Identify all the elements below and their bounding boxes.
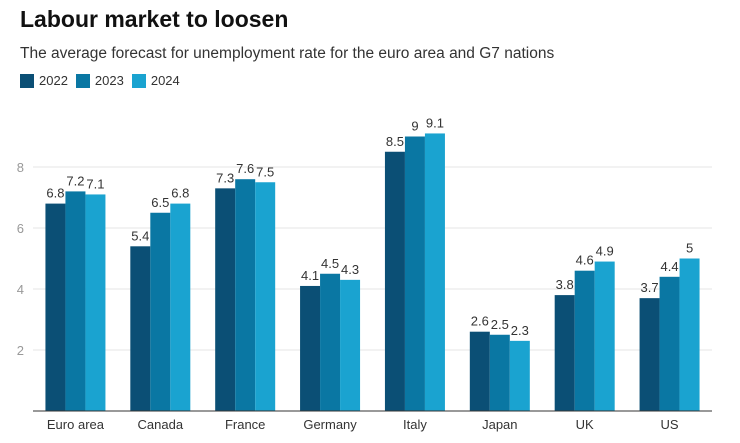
legend-swatch [75,73,90,88]
bar-2023 [150,212,171,411]
data-label: 9.1 [426,115,444,130]
data-label: 7.5 [256,164,274,179]
data-label: 7.6 [236,161,254,176]
chart-title: Labour market to loosen [20,6,289,32]
x-tick-label: Japan [482,417,517,432]
legend-item-2024: 2024 [131,73,180,88]
data-label: 4.1 [301,268,319,283]
data-label: 5 [686,241,693,256]
bar-2022 [469,331,490,411]
legend-label: 2022 [39,73,68,88]
x-tick-label: Canada [138,417,184,432]
data-label: 4.5 [321,256,339,271]
data-label: 6.5 [151,195,169,210]
legend-label: 2023 [94,73,124,88]
bar-2022 [45,203,66,411]
data-label: 4.6 [576,253,594,268]
data-label: 4.9 [596,244,614,259]
data-label: 4.4 [661,259,679,274]
y-tick-label: 2 [17,343,24,358]
bar-2022 [300,285,321,411]
legend: 2022 2023 2024 [20,73,180,88]
x-tick-label: Italy [403,417,427,432]
chart-subtitle: The average forecast for unemployment ra… [20,45,555,62]
data-label: 2.3 [511,323,529,338]
bar-2023 [235,179,256,411]
data-label: 8.5 [386,134,404,149]
bar-2023 [574,270,595,411]
x-tick-label: Euro area [47,417,105,432]
legend-item-2022: 2022 [20,73,68,88]
bar-2023 [65,191,86,411]
y-tick-label: 8 [17,160,24,175]
bar-2023 [489,334,510,411]
data-label: 7.2 [66,173,84,188]
legend-item-2023: 2023 [75,73,124,88]
bar-2024 [85,194,106,411]
bar-2024 [679,258,700,411]
x-tick-label: Germany [303,417,357,432]
bar-2024 [340,279,361,411]
bar-2024 [424,133,445,411]
data-label: 2.5 [491,317,509,332]
bar-2022 [215,188,236,411]
bar-2023 [659,276,680,411]
data-label: 7.3 [216,170,234,185]
y-tick-label: 6 [17,221,24,236]
bar-2022 [639,298,660,411]
bar-2024 [509,340,530,411]
y-tick-label: 4 [17,282,24,297]
bar-2024 [170,203,191,411]
data-label: 5.4 [131,228,149,243]
data-label: 6.8 [46,186,64,201]
legend-swatch [131,73,146,88]
data-label: 2.6 [471,314,489,329]
data-label: 4.3 [341,262,359,277]
legend-swatch [20,73,34,88]
bar-2023 [404,136,425,411]
bar-2024 [255,182,276,411]
data-label: 3.8 [556,277,574,292]
bar-2022 [554,295,575,411]
x-tick-label: UK [576,417,594,432]
legend-label: 2024 [150,73,180,88]
data-label: 7.1 [86,176,104,191]
data-label: 3.7 [641,280,659,295]
bar-2022 [384,151,405,411]
x-tick-label: US [661,417,679,432]
data-label: 9 [411,119,418,134]
bar-2022 [130,246,151,411]
data-label: 6.8 [171,186,189,201]
bar-2023 [320,273,341,411]
x-tick-label: France [225,417,265,432]
bar-2024 [594,261,615,411]
